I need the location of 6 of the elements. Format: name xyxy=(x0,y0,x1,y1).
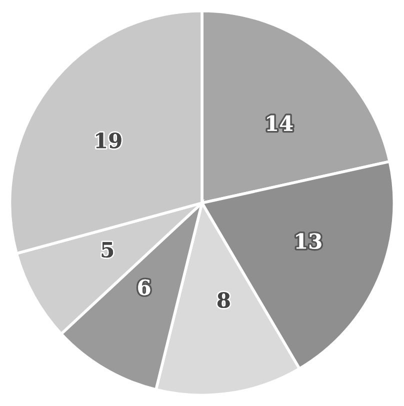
data-label: 13 xyxy=(296,233,322,249)
data-label: 6 xyxy=(138,279,150,296)
data-label: 14 xyxy=(267,115,293,131)
data-label: 5 xyxy=(102,242,114,258)
data-label: 19 xyxy=(96,132,122,148)
data-label: 8 xyxy=(218,292,230,308)
